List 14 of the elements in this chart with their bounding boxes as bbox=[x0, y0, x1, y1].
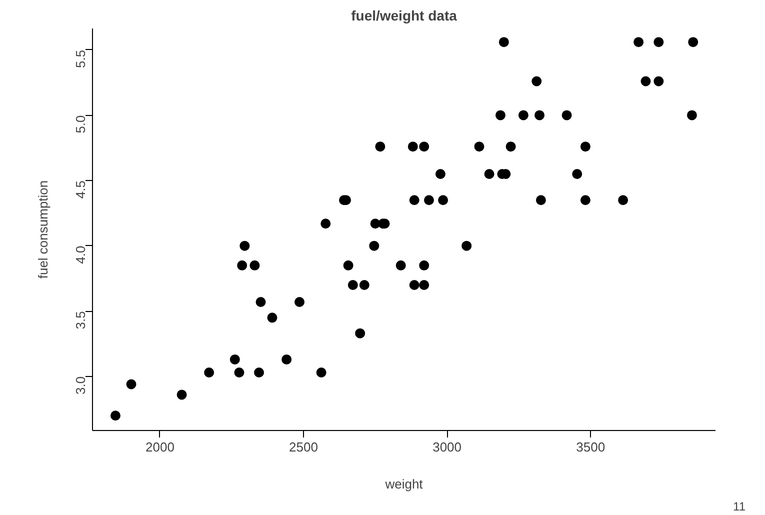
y-tick-label: 3.0 bbox=[73, 376, 88, 394]
y-tick-label: 5.5 bbox=[73, 50, 88, 68]
y-tick-label: 4.5 bbox=[73, 180, 88, 199]
y-tick-label: 3.5 bbox=[73, 311, 88, 330]
x-tick-label: 3000 bbox=[432, 440, 462, 454]
text: 11 bbox=[733, 500, 746, 514]
y-tick-label: 5.0 bbox=[73, 115, 88, 134]
y-axis-title: fuel consumption bbox=[36, 180, 50, 279]
x-axis-title: weight bbox=[384, 476, 424, 492]
x-tick-label: 2500 bbox=[289, 440, 318, 454]
x-tick-label: 2000 bbox=[146, 440, 174, 454]
y-tick-label: 4.0 bbox=[73, 246, 88, 264]
x-tick-label: 3500 bbox=[576, 440, 606, 454]
chart-title: fuel/weight data bbox=[351, 8, 458, 24]
